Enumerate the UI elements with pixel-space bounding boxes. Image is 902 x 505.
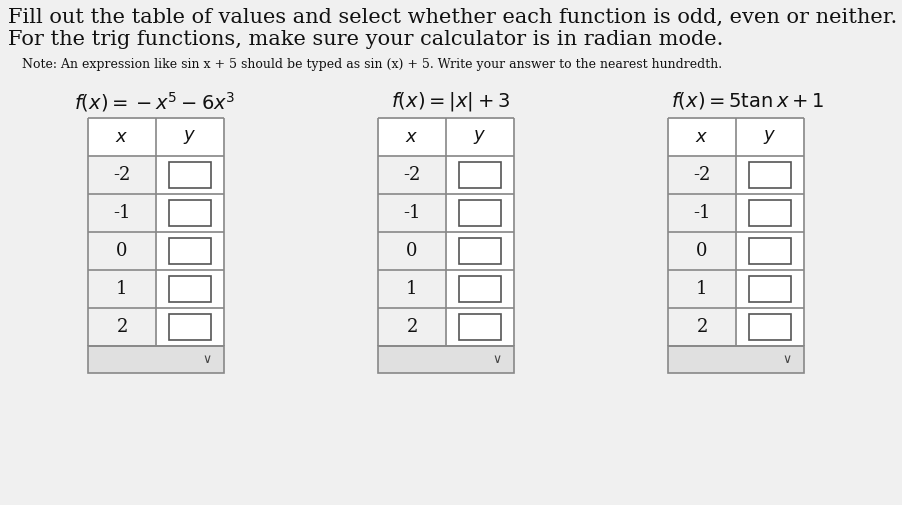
Bar [737,194,804,231]
Bar [749,199,791,226]
Bar [169,199,211,226]
Bar [88,346,224,373]
Bar [749,238,791,264]
Bar [459,276,502,302]
Text: 0: 0 [116,242,128,260]
Bar [379,194,446,231]
Bar [169,314,211,340]
Text: For the trig functions, make sure your calculator is in radian mode.: For the trig functions, make sure your c… [8,30,723,49]
Text: $f(x) = -x^5 - 6x^3$: $f(x) = -x^5 - 6x^3$ [74,90,235,114]
Bar [749,162,791,188]
Bar [459,314,502,340]
Bar [157,309,224,345]
Bar [378,346,514,373]
Bar [446,157,513,193]
Bar [157,271,224,308]
Bar [459,238,502,264]
Bar [446,233,513,269]
Bar [88,194,155,231]
Bar [169,238,211,264]
Text: 1: 1 [116,280,128,298]
Text: $y$: $y$ [763,128,777,146]
Text: 1: 1 [696,280,708,298]
Text: -2: -2 [694,166,711,184]
Bar [446,271,513,308]
Text: $y$: $y$ [474,128,487,146]
Text: -1: -1 [694,204,711,222]
Bar [749,314,791,340]
Bar [88,157,155,193]
Bar [749,276,791,302]
Bar [668,119,804,156]
Bar [157,194,224,231]
Text: ∨: ∨ [492,353,502,366]
Text: $x$: $x$ [115,128,129,146]
Bar [668,271,735,308]
Bar [668,194,735,231]
Text: $y$: $y$ [183,128,197,146]
Text: Fill out the table of values and select whether each function is odd, even or ne: Fill out the table of values and select … [8,8,897,27]
Bar [379,157,446,193]
Bar [668,157,735,193]
Text: $f(x) = 5\tan x + 1$: $f(x) = 5\tan x + 1$ [671,90,824,111]
Bar [88,309,155,345]
Text: 0: 0 [696,242,708,260]
Bar [88,233,155,269]
Text: $x$: $x$ [405,128,419,146]
Bar [157,157,224,193]
Text: ∨: ∨ [202,353,212,366]
Bar [446,309,513,345]
Text: -1: -1 [114,204,131,222]
Text: 2: 2 [116,318,128,336]
Bar [169,162,211,188]
Bar [459,162,502,188]
Bar [379,233,446,269]
Bar [737,309,804,345]
Bar [668,309,735,345]
Bar [737,157,804,193]
Bar [157,233,224,269]
Bar [668,233,735,269]
Bar [459,199,502,226]
Bar [668,346,804,373]
Bar [737,271,804,308]
Bar [88,119,224,156]
Bar [88,271,155,308]
Bar [169,276,211,302]
Bar [737,233,804,269]
Text: -2: -2 [114,166,131,184]
Text: Note: An expression like sin x + 5 should be typed as sin (x) + 5. Write your an: Note: An expression like sin x + 5 shoul… [22,58,723,71]
Text: 2: 2 [406,318,418,336]
Text: $f(x) = |x| + 3$: $f(x) = |x| + 3$ [391,90,511,113]
Text: $x$: $x$ [695,128,709,146]
Text: 1: 1 [406,280,418,298]
Bar [446,194,513,231]
Text: ∨: ∨ [782,353,792,366]
Text: -2: -2 [403,166,420,184]
Text: 2: 2 [696,318,708,336]
Bar [379,309,446,345]
Text: -1: -1 [403,204,420,222]
Bar [379,271,446,308]
Text: 0: 0 [406,242,418,260]
Bar [379,119,513,156]
